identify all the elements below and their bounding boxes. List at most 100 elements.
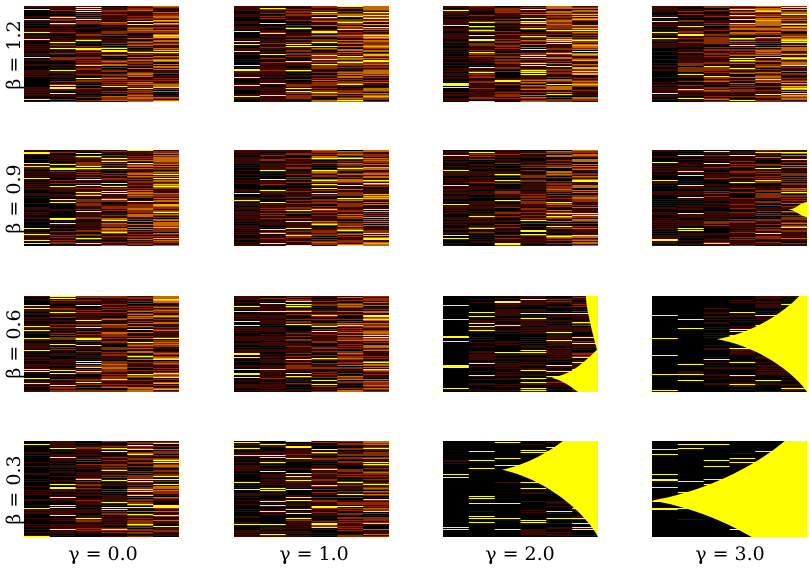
heatmap-cell: [337, 165, 364, 167]
heatmap-cell: [729, 44, 756, 46]
heatmap-cell: [75, 212, 102, 214]
heatmap-cell: [572, 161, 598, 163]
heatmap-cell: [49, 163, 77, 165]
heatmap-cell: [101, 353, 128, 355]
heatmap-cell: [153, 241, 179, 243]
heatmap-cell: [443, 11, 470, 13]
heatmap-cell: [781, 99, 807, 101]
heatmap-cell: [677, 195, 705, 197]
heatmap-cell: [234, 31, 261, 33]
heatmap-cell: [285, 187, 312, 189]
heatmap-cell: [546, 95, 573, 97]
heatmap-cell: [75, 241, 102, 243]
heatmap-cell: [363, 50, 389, 52]
heatmap-cell: [285, 179, 312, 181]
heatmap-cell: [572, 66, 598, 68]
heatmap-cell: [311, 17, 338, 19]
heatmap-cell: [468, 164, 496, 166]
heatmap-cell: [468, 24, 496, 26]
heatmap-cell: [494, 203, 521, 205]
heatmap-cell: [311, 205, 338, 207]
heatmap-cell: [101, 71, 128, 73]
heatmap-cell: [363, 182, 389, 184]
heatmap-cell: [363, 32, 389, 34]
heatmap-cell: [652, 190, 679, 192]
heatmap-cell: [652, 64, 679, 66]
heatmap-cell: [101, 24, 128, 26]
heatmap-cell: [153, 334, 179, 336]
heatmap-cell: [781, 155, 807, 157]
heatmap-cell: [443, 157, 470, 159]
heatmap-cell: [755, 195, 782, 197]
heatmap-cell: [703, 243, 730, 245]
heatmap-cell: [49, 311, 77, 313]
heatmap-cell: [153, 156, 179, 158]
heatmap-cell: [546, 100, 573, 102]
heatmap-cell: [285, 215, 312, 217]
heatmap-cell: [520, 92, 547, 94]
heatmap-cell: [443, 53, 470, 55]
heatmap-cell: [311, 224, 338, 226]
heatmap-cell: [234, 234, 261, 236]
heatmap-cell: [234, 178, 261, 180]
heatmap-cell: [153, 6, 179, 8]
heatmap-cell: [259, 60, 287, 62]
heatmap-cell: [101, 194, 128, 196]
heatmap-cell: [363, 81, 389, 83]
heatmap-cell: [703, 33, 730, 35]
heatmap-cell: [703, 56, 730, 58]
heatmap-cell: [49, 317, 77, 319]
heatmap-cell: [24, 328, 51, 330]
heatmap-cell: [153, 345, 179, 347]
heatmap-cell: [755, 92, 782, 94]
heatmap-cell: [546, 223, 573, 225]
heatmap-cell: [24, 46, 51, 48]
heatmap-cell: [337, 81, 364, 83]
heatmap-cell: [127, 174, 154, 176]
heatmap-cell: [520, 186, 547, 188]
heatmap-cell: [703, 7, 730, 9]
heatmap-cell: [572, 158, 598, 160]
heatmap-cell: [546, 101, 573, 102]
heatmap-cell: [311, 21, 338, 23]
heatmap-cell: [337, 242, 364, 244]
heatmap-cell: [729, 236, 756, 238]
heatmap-cell: [101, 178, 128, 180]
heatmap-cell: [311, 24, 338, 26]
heatmap-cell: [652, 77, 679, 79]
heatmap-cell: [49, 321, 77, 323]
heatmap-cell: [443, 232, 470, 234]
heatmap-cell: [285, 37, 312, 39]
heatmap-cell: [363, 98, 389, 100]
heatmap-cell: [703, 54, 730, 56]
heatmap-cell: [520, 236, 547, 238]
heatmap-cell: [520, 50, 547, 52]
heatmap-cell: [443, 202, 470, 204]
heatmap-cell: [520, 62, 547, 64]
heatmap-cell: [703, 45, 730, 47]
heatmap-cell: [285, 92, 312, 94]
heatmap-cell: [49, 207, 77, 209]
heatmap-cell: [311, 74, 338, 76]
heatmap-cell: [677, 63, 705, 65]
heatmap-cell: [127, 221, 154, 223]
heatmap-cell: [729, 161, 756, 163]
heatmap-cell: [520, 85, 547, 87]
heatmap-cell: [755, 69, 782, 71]
heatmap-cell: [127, 244, 154, 246]
heatmap-cell: [520, 19, 547, 21]
heatmap-cell: [468, 215, 496, 217]
heatmap-cell: [101, 162, 128, 164]
heatmap-cell: [101, 327, 128, 329]
heatmap-cell: [311, 228, 338, 230]
heatmap-cell: [468, 233, 496, 235]
heatmap-cell: [677, 32, 705, 34]
heatmap-cell: [520, 203, 547, 205]
heatmap-cell: [153, 195, 179, 197]
heatmap-cell: [572, 188, 598, 190]
heatmap-cell: [337, 67, 364, 69]
heatmap-cell: [285, 243, 312, 245]
heatmap-cell: [443, 79, 470, 81]
heatmap-cell: [494, 7, 521, 9]
heatmap-cell: [101, 226, 128, 228]
